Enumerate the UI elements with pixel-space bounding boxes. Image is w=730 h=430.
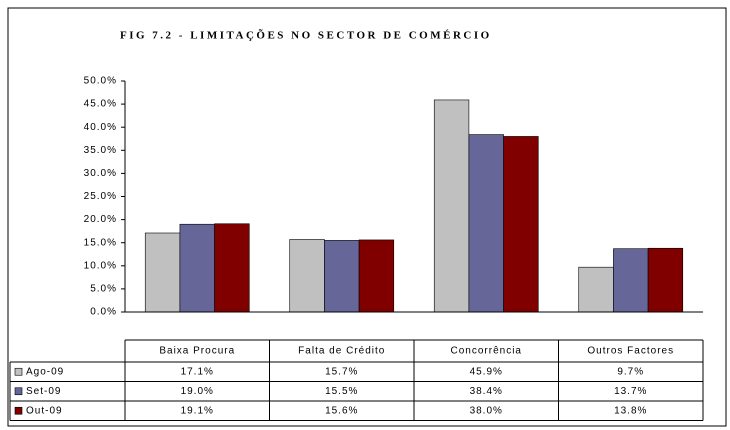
y-tick-label: 50.0% — [84, 76, 117, 87]
y-tick-label: 10.0% — [84, 260, 117, 271]
data-label: 15.6% — [325, 405, 358, 416]
data-label: 13.7% — [614, 386, 647, 397]
data-label: 19.0% — [181, 386, 214, 397]
bar — [578, 266, 614, 313]
bar — [613, 248, 649, 313]
bar — [289, 239, 325, 313]
legend-key — [14, 406, 23, 415]
legend-key — [14, 367, 23, 376]
bar — [214, 223, 250, 313]
legend-label: Out-09 — [26, 405, 63, 416]
data-label: 9.7% — [617, 366, 644, 377]
y-tick-label: 35.0% — [84, 145, 117, 156]
data-label: 38.0% — [470, 405, 503, 416]
y-tick-label: 45.0% — [84, 99, 117, 110]
x-tick-label: Concorrência — [451, 346, 522, 357]
x-tick-label: Baixa Procura — [159, 346, 235, 357]
y-tick-label: 40.0% — [84, 122, 117, 133]
y-tick-label: 5.0% — [90, 284, 117, 295]
y-tick-label: 25.0% — [84, 191, 117, 202]
chart-title: FIG 7.2 - LIMITAÇÕES NO SECTOR DE COMÉRC… — [120, 30, 492, 42]
legend-label: Ago-09 — [26, 366, 64, 377]
y-tick-label: 30.0% — [84, 168, 117, 179]
legend-key — [14, 387, 23, 396]
data-label: 13.8% — [614, 405, 647, 416]
legend-label: Set-09 — [26, 386, 61, 397]
data-label: 38.4% — [470, 386, 503, 397]
x-tick-label: Outros Factores — [587, 346, 674, 357]
data-label: 17.1% — [181, 366, 214, 377]
bar — [468, 134, 504, 313]
y-tick-label: 20.0% — [84, 214, 117, 225]
x-tick-label: Falta de Crédito — [298, 346, 385, 357]
data-label: 15.7% — [325, 366, 358, 377]
data-label: 19.1% — [181, 405, 214, 416]
bar — [647, 247, 684, 313]
data-label: 45.9% — [470, 366, 503, 377]
bar — [433, 99, 470, 313]
y-tick-label: 0.0% — [90, 307, 117, 318]
bar — [324, 240, 360, 313]
data-label: 15.5% — [325, 386, 358, 397]
bar — [503, 136, 539, 313]
bar — [144, 232, 181, 313]
chart-border — [7, 7, 727, 427]
bar — [179, 223, 215, 313]
y-tick-label: 15.0% — [84, 237, 117, 248]
bar — [358, 239, 395, 313]
